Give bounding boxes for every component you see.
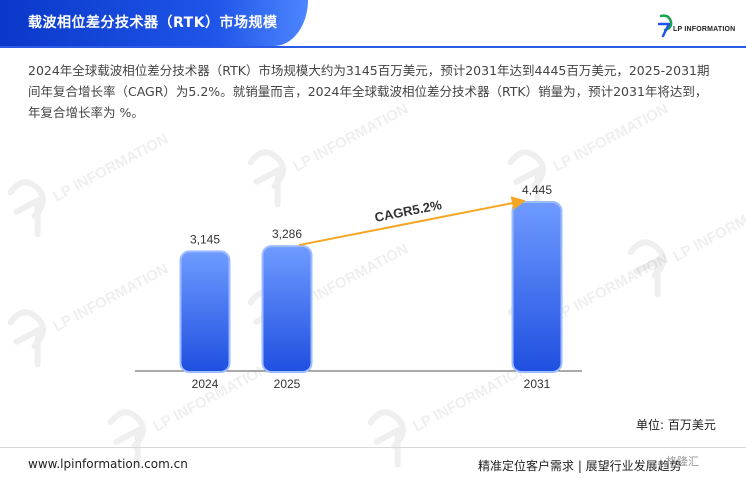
title-bar: 载波相位差分技术器（RTK）市场规模: [0, 0, 308, 46]
bar-2024: [179, 250, 231, 373]
footer-website: www.lpinformation.com.cn: [28, 457, 188, 471]
x-tick-label-2024: 2024: [192, 377, 219, 391]
cagr-annotation: CAGR5.2%: [373, 197, 443, 225]
footer-rule: [0, 447, 746, 448]
description-text: 2024年全球载波相位差分技术器（RTK）市场规模大约为3145百万美元，预计2…: [28, 63, 710, 120]
value-label-2024: 3,145: [190, 232, 220, 246]
bar-chart: 3,145 2024 3,286 2025 4,445 2031 CAGR5.2%: [135, 183, 582, 391]
logo-text: LP INFORMATION: [673, 26, 736, 33]
x-tick-label-2025: 2025: [274, 377, 301, 391]
header: 载波相位差分技术器（RTK）市场规模 LP INFORMATION: [0, 0, 746, 48]
value-label-2031: 4,445: [522, 183, 552, 197]
value-label-2025: 3,286: [272, 227, 302, 241]
unit-label: 单位: 百万美元: [636, 418, 716, 432]
x-tick-label-2031: 2031: [524, 377, 551, 391]
bar-2025: [261, 245, 313, 373]
footer-badge: 格隆汇: [666, 455, 699, 468]
header-rule: [0, 46, 746, 48]
page-title: 载波相位差分技术器（RTK）市场规模: [28, 15, 278, 31]
cagr-arrow: [298, 196, 526, 247]
footer-slogan: 精准定位客户需求 | 展望行业发展趋势: [478, 459, 682, 473]
bar-2031: [511, 201, 563, 373]
lp-logo-icon: [657, 14, 673, 38]
